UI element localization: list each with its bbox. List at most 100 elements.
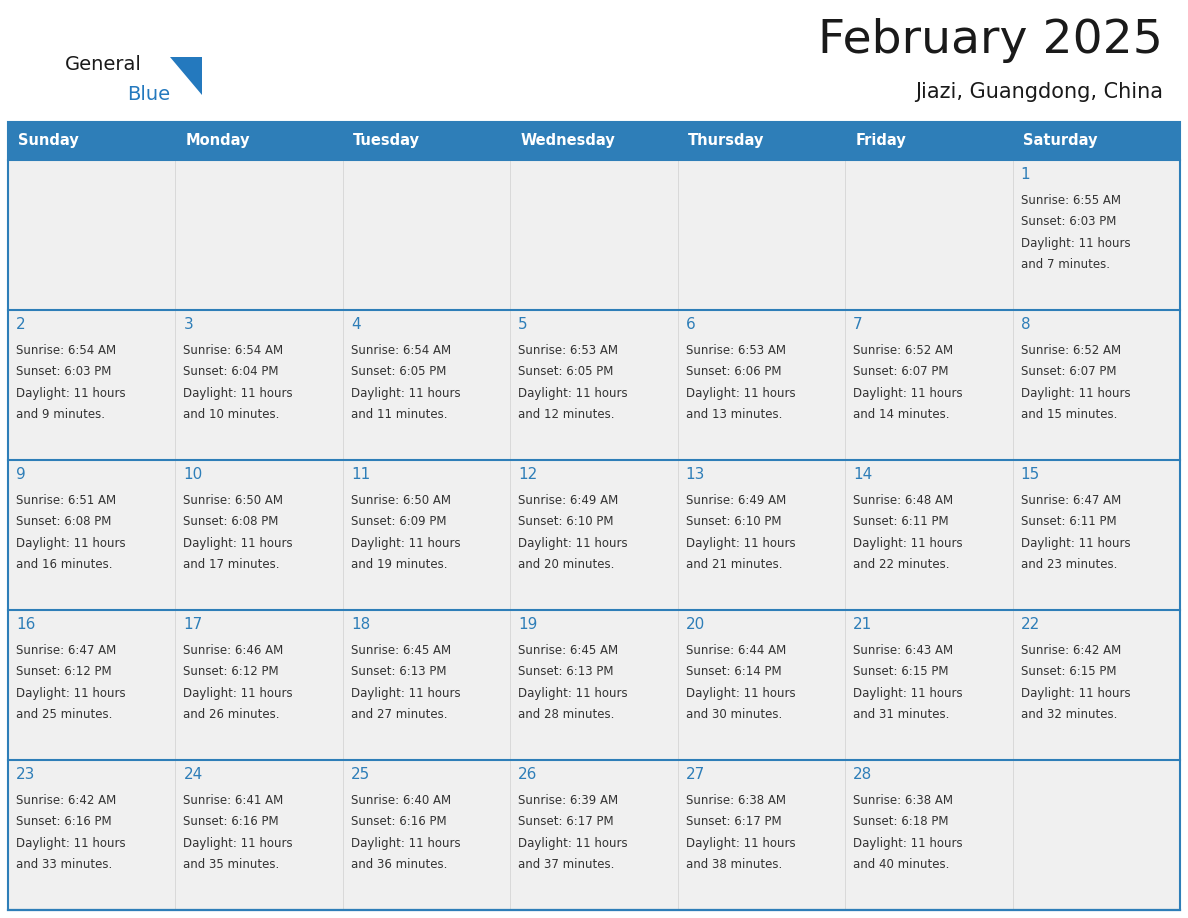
Bar [8,122,1180,910]
Bar [176,460,343,610]
Text: Sunrise: 6:46 AM: Sunrise: 6:46 AM [183,644,284,656]
Text: and 33 minutes.: and 33 minutes. [15,858,112,871]
Text: 25: 25 [350,767,371,782]
Bar [1012,760,1180,910]
Text: Daylight: 11 hours: Daylight: 11 hours [350,386,461,399]
Text: 21: 21 [853,617,872,632]
Text: Sunrise: 6:38 AM: Sunrise: 6:38 AM [853,793,953,807]
Bar [511,310,677,460]
Text: Sunset: 6:17 PM: Sunset: 6:17 PM [685,815,782,828]
Bar [176,160,343,310]
Bar [511,122,677,160]
Text: and 7 minutes.: and 7 minutes. [1020,258,1110,271]
Text: and 28 minutes.: and 28 minutes. [518,708,614,721]
Text: Daylight: 11 hours: Daylight: 11 hours [853,687,962,700]
Text: Sunset: 6:07 PM: Sunset: 6:07 PM [853,365,949,378]
Text: Sunrise: 6:54 AM: Sunrise: 6:54 AM [183,343,284,356]
Text: Sunrise: 6:48 AM: Sunrise: 6:48 AM [853,494,953,507]
Text: Daylight: 11 hours: Daylight: 11 hours [183,536,293,550]
Text: Sunrise: 6:47 AM: Sunrise: 6:47 AM [15,644,116,656]
Text: 16: 16 [15,617,36,632]
Text: Daylight: 11 hours: Daylight: 11 hours [518,836,628,849]
Bar [511,610,677,760]
Text: Sunrise: 6:44 AM: Sunrise: 6:44 AM [685,644,786,656]
Text: General: General [65,55,141,74]
Text: 22: 22 [1020,617,1040,632]
Text: 14: 14 [853,467,872,482]
Text: Sunset: 6:03 PM: Sunset: 6:03 PM [1020,215,1116,228]
Text: 6: 6 [685,317,695,332]
Bar [1012,610,1180,760]
Text: 24: 24 [183,767,203,782]
Text: Sunrise: 6:53 AM: Sunrise: 6:53 AM [685,343,785,356]
Bar [1012,460,1180,610]
Bar [845,610,1012,760]
Text: Daylight: 11 hours: Daylight: 11 hours [518,536,628,550]
Text: Sunset: 6:14 PM: Sunset: 6:14 PM [685,665,782,678]
Bar [511,760,677,910]
Text: Sunset: 6:08 PM: Sunset: 6:08 PM [15,515,112,528]
Text: Daylight: 11 hours: Daylight: 11 hours [685,536,795,550]
Bar [677,122,845,160]
Bar [343,310,511,460]
Text: and 19 minutes.: and 19 minutes. [350,558,448,571]
Text: Sunset: 6:12 PM: Sunset: 6:12 PM [183,665,279,678]
Bar [677,460,845,610]
Text: 7: 7 [853,317,862,332]
Text: Daylight: 11 hours: Daylight: 11 hours [1020,536,1130,550]
Text: Sunrise: 6:54 AM: Sunrise: 6:54 AM [15,343,116,356]
Bar [8,310,176,460]
Text: Sunset: 6:08 PM: Sunset: 6:08 PM [183,515,279,528]
Text: Sunset: 6:06 PM: Sunset: 6:06 PM [685,365,782,378]
Text: and 10 minutes.: and 10 minutes. [183,408,280,421]
Bar [677,610,845,760]
Bar [8,760,176,910]
Text: 15: 15 [1020,467,1040,482]
Text: Sunset: 6:16 PM: Sunset: 6:16 PM [183,815,279,828]
Text: Sunrise: 6:42 AM: Sunrise: 6:42 AM [1020,644,1120,656]
Text: and 20 minutes.: and 20 minutes. [518,558,614,571]
Text: February 2025: February 2025 [819,18,1163,63]
Bar [1012,310,1180,460]
Text: Sunset: 6:11 PM: Sunset: 6:11 PM [1020,515,1117,528]
Text: Daylight: 11 hours: Daylight: 11 hours [350,687,461,700]
Text: 9: 9 [15,467,26,482]
Text: Daylight: 11 hours: Daylight: 11 hours [350,836,461,849]
Text: Sunset: 6:05 PM: Sunset: 6:05 PM [350,365,447,378]
Text: and 9 minutes.: and 9 minutes. [15,408,105,421]
Text: 20: 20 [685,617,704,632]
Text: Sunset: 6:03 PM: Sunset: 6:03 PM [15,365,112,378]
Text: Sunset: 6:10 PM: Sunset: 6:10 PM [685,515,782,528]
Text: and 21 minutes.: and 21 minutes. [685,558,782,571]
Text: Sunrise: 6:49 AM: Sunrise: 6:49 AM [685,494,786,507]
Text: 28: 28 [853,767,872,782]
Text: Sunset: 6:18 PM: Sunset: 6:18 PM [853,815,949,828]
Bar [343,460,511,610]
Text: and 25 minutes.: and 25 minutes. [15,708,113,721]
Bar [845,760,1012,910]
Text: Sunset: 6:16 PM: Sunset: 6:16 PM [350,815,447,828]
Text: Blue: Blue [127,85,170,104]
Text: Sunset: 6:13 PM: Sunset: 6:13 PM [518,665,614,678]
Text: Sunrise: 6:50 AM: Sunrise: 6:50 AM [183,494,284,507]
Text: and 37 minutes.: and 37 minutes. [518,858,614,871]
Text: Daylight: 11 hours: Daylight: 11 hours [183,836,293,849]
Bar [343,122,511,160]
Text: 19: 19 [518,617,538,632]
Text: Daylight: 11 hours: Daylight: 11 hours [853,386,962,399]
Text: Sunset: 6:04 PM: Sunset: 6:04 PM [183,365,279,378]
Bar [511,160,677,310]
Text: Daylight: 11 hours: Daylight: 11 hours [853,536,962,550]
Text: 18: 18 [350,617,371,632]
Text: Sunset: 6:11 PM: Sunset: 6:11 PM [853,515,949,528]
Text: Daylight: 11 hours: Daylight: 11 hours [1020,237,1130,250]
Bar [176,122,343,160]
Text: Daylight: 11 hours: Daylight: 11 hours [15,836,126,849]
Text: and 15 minutes.: and 15 minutes. [1020,408,1117,421]
Polygon shape [170,57,202,95]
Text: Thursday: Thursday [688,133,764,149]
Text: and 14 minutes.: and 14 minutes. [853,408,949,421]
Text: Sunrise: 6:49 AM: Sunrise: 6:49 AM [518,494,619,507]
Text: Daylight: 11 hours: Daylight: 11 hours [1020,386,1130,399]
Text: Sunset: 6:15 PM: Sunset: 6:15 PM [1020,665,1116,678]
